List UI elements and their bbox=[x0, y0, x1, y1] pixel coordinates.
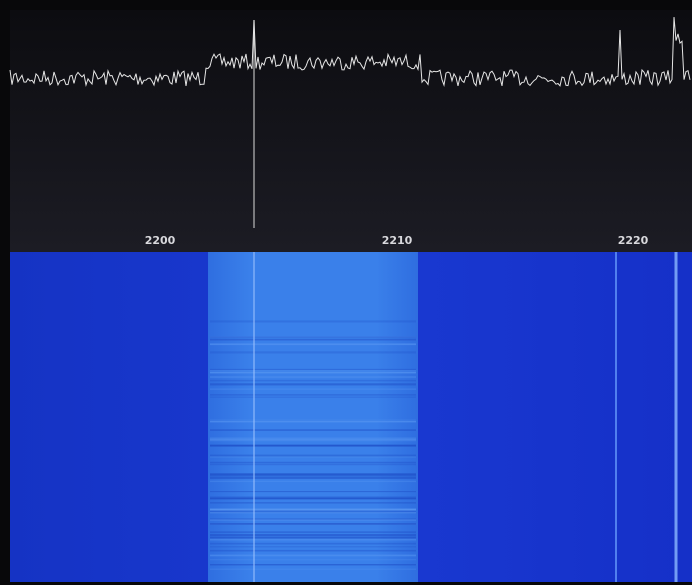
streak bbox=[210, 383, 416, 385]
streak bbox=[210, 455, 416, 457]
streak bbox=[210, 477, 416, 479]
streak bbox=[210, 337, 416, 338]
streak bbox=[210, 497, 416, 499]
streak bbox=[210, 555, 416, 557]
streak bbox=[210, 463, 416, 465]
streak bbox=[210, 372, 416, 373]
streak bbox=[210, 481, 416, 482]
sdr-view: 2200 2210 2220 bbox=[0, 0, 692, 585]
streak bbox=[210, 439, 416, 440]
streak bbox=[210, 543, 416, 545]
streak bbox=[210, 510, 416, 512]
page: 2200 2210 2220 (() => { const data = JSO… bbox=[0, 0, 692, 585]
streak bbox=[210, 369, 416, 370]
streak bbox=[210, 491, 416, 492]
streak bbox=[210, 550, 416, 552]
streak bbox=[210, 445, 416, 446]
streak bbox=[210, 380, 416, 382]
streak bbox=[210, 534, 416, 536]
streak bbox=[210, 564, 416, 565]
streak bbox=[210, 339, 416, 340]
streak bbox=[210, 537, 416, 539]
streak bbox=[210, 389, 416, 390]
streak bbox=[210, 474, 416, 476]
streak bbox=[210, 394, 416, 395]
streak bbox=[210, 343, 416, 345]
streak bbox=[210, 320, 416, 322]
streak bbox=[210, 559, 416, 560]
frequency-label: 2200 bbox=[145, 234, 176, 247]
streak bbox=[210, 546, 416, 547]
streak bbox=[210, 509, 416, 511]
streak bbox=[210, 569, 416, 570]
streak bbox=[210, 438, 416, 440]
spectrum-panel bbox=[10, 10, 692, 252]
streak bbox=[210, 351, 416, 353]
streak bbox=[210, 421, 416, 423]
streak bbox=[210, 523, 416, 525]
streak bbox=[210, 502, 416, 504]
streak bbox=[210, 531, 416, 533]
streak bbox=[210, 539, 416, 541]
frequency-label: 2210 bbox=[382, 234, 413, 247]
streak bbox=[210, 376, 416, 378]
frequency-label: 2220 bbox=[618, 234, 649, 247]
streak bbox=[210, 420, 416, 421]
streak bbox=[210, 462, 416, 463]
streak bbox=[210, 370, 416, 372]
streak bbox=[210, 397, 416, 398]
streak bbox=[210, 519, 416, 521]
streak bbox=[210, 430, 416, 431]
